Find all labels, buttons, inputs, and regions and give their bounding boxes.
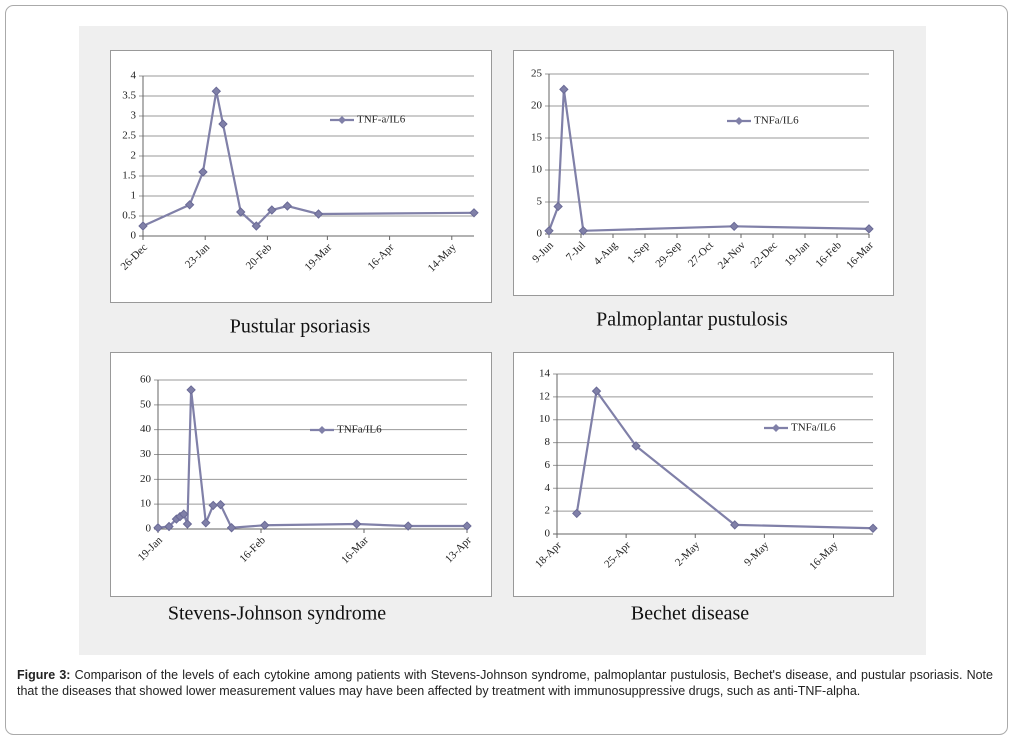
data-point: [864, 224, 874, 234]
data-point: [729, 221, 739, 232]
data-point: [218, 119, 228, 129]
chart-box: [513, 50, 894, 296]
chart-title: Palmoplantar pustulosis: [596, 309, 788, 331]
chart-box: [513, 352, 894, 597]
y-tick-label: 0: [545, 528, 551, 540]
y-tick-label: 3.5: [122, 90, 136, 102]
data-point: [153, 523, 163, 533]
y-tick-label: 10: [531, 164, 543, 176]
y-tick-label: 4: [131, 70, 137, 82]
y-tick-label: 3: [131, 110, 137, 122]
legend-marker: [338, 116, 346, 124]
chart-title: Bechet disease: [631, 603, 749, 625]
legend-marker: [318, 426, 326, 434]
data-point: [267, 205, 277, 215]
caption-label: Figure 3:: [17, 668, 71, 682]
data-point: [559, 84, 569, 95]
y-tick-label: 2.5: [122, 130, 136, 142]
legend-marker: [772, 424, 780, 432]
data-point: [226, 523, 237, 533]
y-tick-label: 1: [131, 190, 137, 202]
data-point: [572, 508, 582, 519]
y-tick-label: 40: [140, 423, 152, 435]
data-point: [208, 500, 218, 511]
data-point: [179, 509, 189, 519]
data-point: [351, 519, 362, 529]
y-tick-label: 10: [140, 498, 152, 510]
y-tick-label: 0: [537, 228, 543, 240]
caption: Figure 3: Comparison of the levels of ea…: [17, 667, 993, 699]
legend-label: TNFa/IL6: [337, 424, 382, 436]
y-tick-label: 20: [140, 473, 152, 485]
legend-label: TNF-a/IL6: [357, 114, 406, 126]
data-point: [201, 518, 211, 528]
y-tick-label: 2: [545, 505, 551, 517]
data-point: [631, 441, 641, 451]
data-point: [403, 521, 413, 531]
y-tick-label: 25: [531, 68, 543, 80]
y-tick-label: 1.5: [122, 170, 136, 182]
legend-label: TNFa/IL6: [791, 422, 836, 434]
data-point: [259, 520, 270, 530]
data-point: [591, 386, 602, 396]
legend-label: TNFa/IL6: [754, 115, 799, 127]
y-tick-label: 20: [531, 100, 543, 112]
y-tick-label: 10: [539, 413, 551, 425]
data-point: [469, 208, 479, 218]
y-tick-label: 0: [146, 523, 152, 535]
y-tick-label: 12: [539, 390, 550, 402]
chart-title: Pustular psoriasis: [230, 316, 371, 338]
data-point: [211, 86, 222, 96]
legend-marker: [735, 117, 743, 125]
y-tick-label: 60: [140, 374, 152, 386]
data-point: [184, 200, 195, 210]
y-tick-label: 15: [531, 132, 543, 144]
data-point: [198, 167, 208, 177]
data-point: [186, 385, 196, 395]
y-tick-label: 6: [545, 459, 551, 471]
data-point: [730, 520, 740, 530]
y-tick-label: 4: [545, 482, 551, 494]
data-point: [251, 221, 262, 231]
caption-text: Comparison of the levels of each cytokin…: [17, 668, 993, 698]
data-point: [553, 201, 563, 212]
y-tick-label: 50: [140, 398, 152, 410]
data-point: [462, 521, 472, 531]
chart-box: [110, 352, 492, 597]
data-point: [182, 519, 193, 529]
data-point: [215, 499, 226, 510]
y-tick-label: 0.5: [122, 210, 136, 222]
data-point: [138, 221, 148, 231]
data-point: [578, 226, 588, 236]
data-point: [236, 207, 246, 217]
y-tick-label: 5: [537, 196, 543, 208]
data-point: [544, 226, 554, 236]
chart-title: Stevens-Johnson syndrome: [168, 603, 386, 625]
y-tick-label: 14: [539, 368, 551, 380]
y-tick-label: 0: [131, 230, 137, 242]
data-point: [313, 209, 324, 219]
data-point: [164, 521, 174, 532]
data-point: [868, 523, 878, 533]
y-tick-label: 8: [545, 436, 551, 448]
y-tick-label: 30: [140, 448, 152, 460]
y-tick-label: 2: [131, 150, 137, 162]
data-point: [282, 201, 293, 211]
series-line: [547, 89, 870, 232]
